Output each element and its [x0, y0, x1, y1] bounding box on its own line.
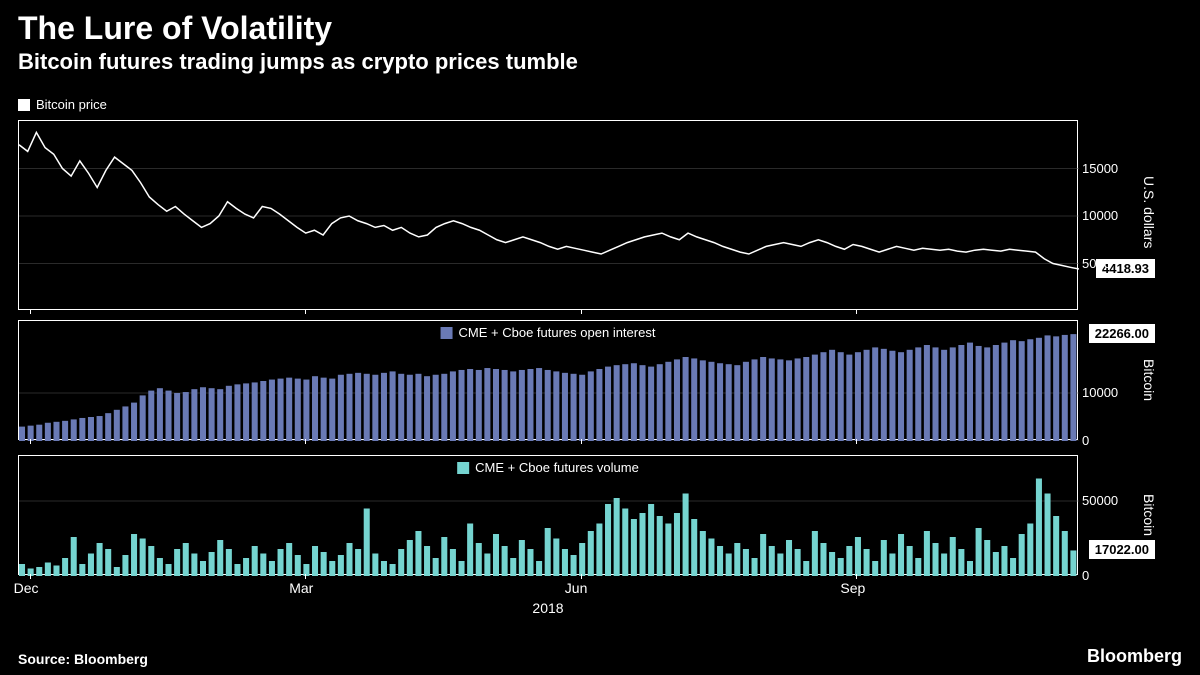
- panel2-axis-label: Bitcoin: [1141, 359, 1157, 401]
- chart-title: The Lure of Volatility: [0, 0, 1200, 49]
- panel1-legend: Bitcoin price: [18, 97, 107, 112]
- panel1-svg: [19, 121, 1079, 311]
- x-axis-year: 2018: [532, 600, 563, 616]
- panel2-legend: CME + Cboe futures open interest: [441, 325, 656, 340]
- chart-area: Bitcoin price U.S. dollars 4418.93 50001…: [18, 95, 1182, 625]
- chart-source: Source: Bloomberg: [18, 651, 148, 667]
- panel1-swatch: [18, 99, 30, 111]
- panel1-axis-label: U.S. dollars: [1141, 176, 1157, 248]
- panel3-swatch: [457, 462, 469, 474]
- panel3-flag: 17022.00: [1089, 540, 1155, 559]
- panel3-legend: CME + Cboe futures volume: [457, 460, 639, 475]
- chart-subtitle: Bitcoin futures trading jumps as crypto …: [0, 49, 1200, 83]
- panel2-swatch: [441, 327, 453, 339]
- panel2: CME + Cboe futures open interest Bitcoin…: [18, 320, 1078, 440]
- panel3: CME + Cboe futures volume Bitcoin 17022.…: [18, 455, 1078, 575]
- brand-logo: Bloomberg: [1087, 646, 1182, 667]
- panel1-legend-text: Bitcoin price: [36, 97, 107, 112]
- panel2-flag: 22266.00: [1089, 324, 1155, 343]
- panel3-axis-label: Bitcoin: [1141, 494, 1157, 536]
- panel2-legend-text: CME + Cboe futures open interest: [459, 325, 656, 340]
- panel1: U.S. dollars 4418.93 50001000015000: [18, 120, 1078, 310]
- panel3-legend-text: CME + Cboe futures volume: [475, 460, 639, 475]
